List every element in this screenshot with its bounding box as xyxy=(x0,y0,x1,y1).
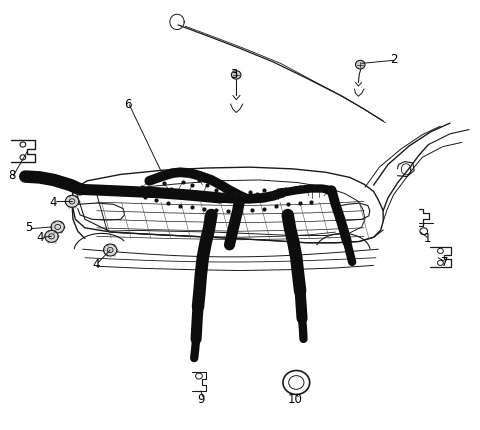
Text: 4: 4 xyxy=(49,196,57,209)
Text: 4: 4 xyxy=(37,231,44,244)
Text: 6: 6 xyxy=(124,98,132,111)
Text: 5: 5 xyxy=(25,221,33,234)
Text: 10: 10 xyxy=(288,393,302,406)
Text: 1: 1 xyxy=(423,232,431,245)
Text: 7: 7 xyxy=(442,256,449,269)
Text: 8: 8 xyxy=(8,169,15,182)
Circle shape xyxy=(65,195,79,207)
Circle shape xyxy=(45,230,58,243)
Text: 4: 4 xyxy=(92,258,100,270)
Text: 2: 2 xyxy=(390,52,397,65)
Text: 3: 3 xyxy=(230,68,238,80)
Circle shape xyxy=(104,244,117,256)
Circle shape xyxy=(51,221,64,233)
Circle shape xyxy=(231,71,241,79)
Circle shape xyxy=(356,60,365,69)
Text: 9: 9 xyxy=(197,393,204,406)
